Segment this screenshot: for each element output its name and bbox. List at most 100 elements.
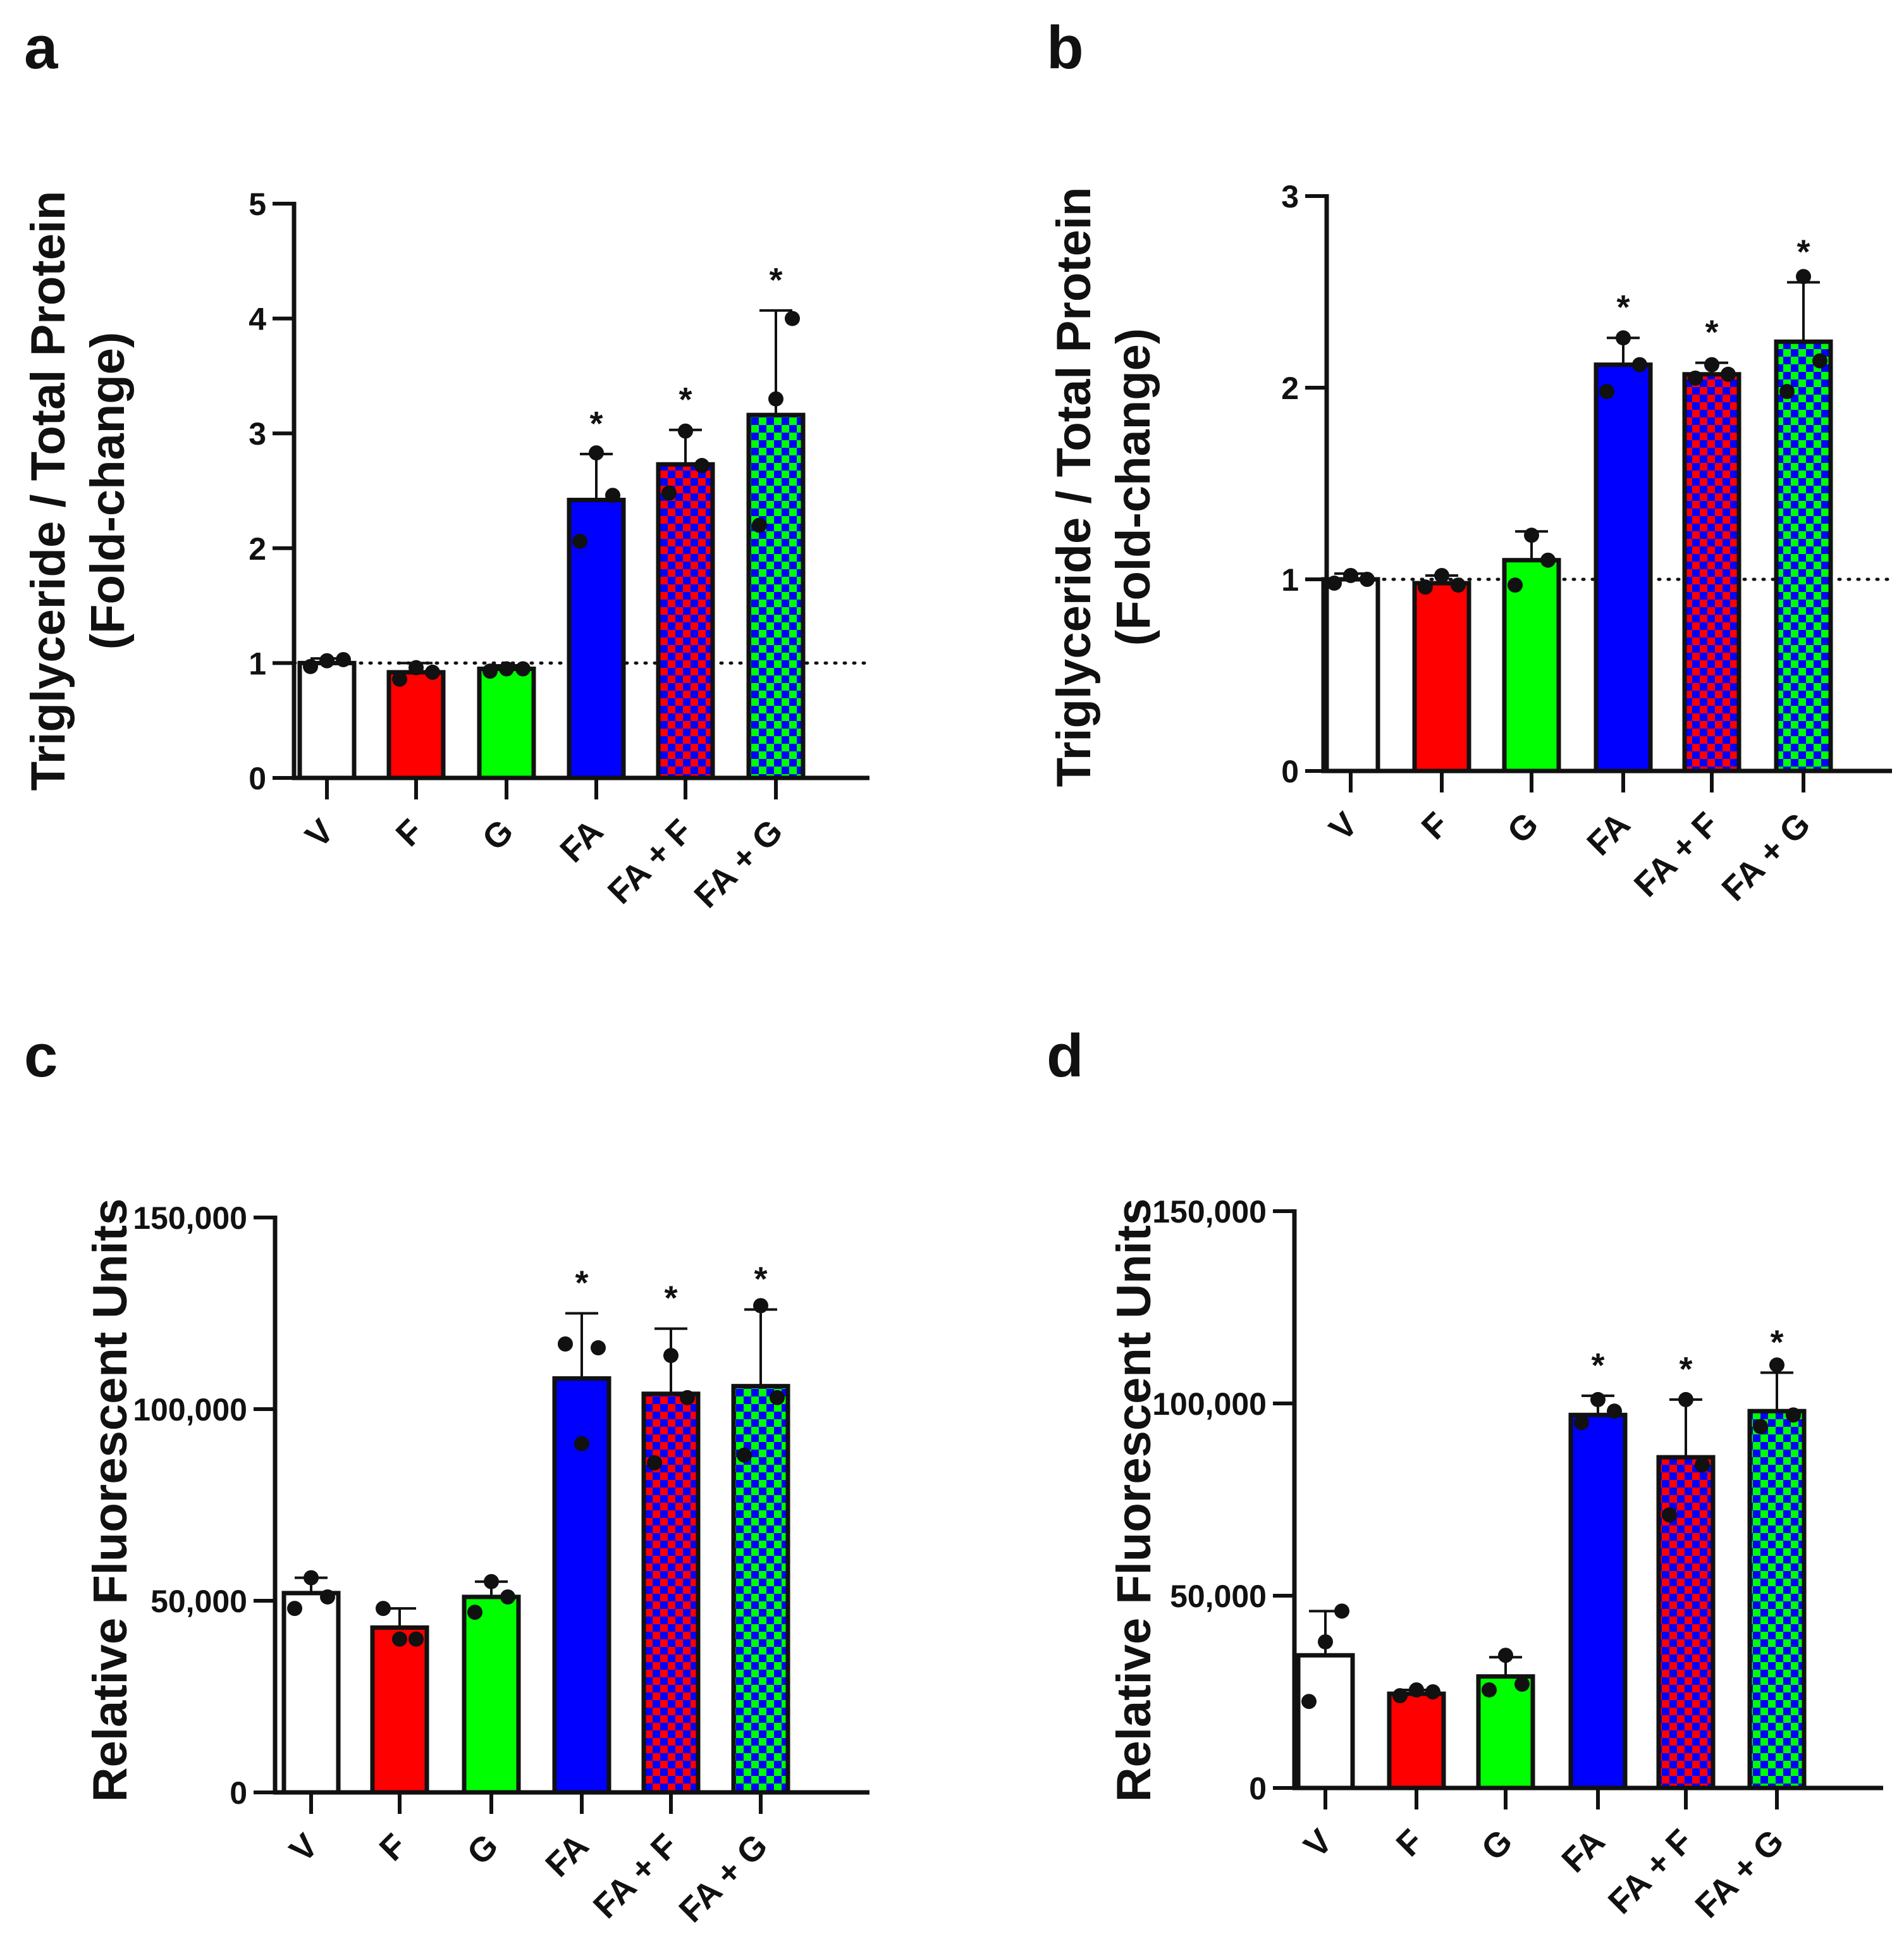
significance-star: *: [1705, 314, 1718, 352]
data-point: [574, 1436, 589, 1452]
data-point: [303, 658, 318, 674]
x-category-label: FA: [553, 812, 610, 870]
data-point: [1607, 1403, 1622, 1419]
y-axis-title-line: (Fold-change): [1107, 328, 1160, 646]
data-point: [1753, 1419, 1768, 1434]
y-tick-label: 2: [249, 531, 266, 567]
bar: [746, 412, 806, 780]
x-category-label: G: [475, 812, 520, 858]
panel-letter: d: [1047, 1022, 1084, 1090]
significance-star: *: [589, 405, 603, 443]
y-axis-title: Relative Fluorescent Units: [1107, 1199, 1161, 1803]
y-tick-label: 0: [1281, 754, 1299, 789]
x-category-label: V: [1297, 1822, 1340, 1865]
data-point: [392, 1631, 407, 1647]
x-category-label: G: [460, 1827, 505, 1872]
data-point: [425, 664, 440, 680]
data-point: [680, 1390, 695, 1405]
data-point: [1688, 370, 1703, 386]
bar: [297, 660, 357, 780]
data-point: [1632, 357, 1647, 373]
data-point: [1425, 1684, 1440, 1699]
x-category-label: F: [389, 812, 431, 854]
data-point: [1392, 1688, 1408, 1704]
x-category-label: FA + F: [1601, 1822, 1700, 1921]
data-point: [591, 1340, 606, 1356]
data-point: [753, 1298, 768, 1314]
x-category-label: FA + F: [1627, 805, 1726, 904]
x-category-label: G: [1500, 805, 1545, 851]
data-point: [1599, 384, 1614, 400]
bar: [477, 666, 536, 780]
y-tick-label: 0: [249, 761, 266, 796]
panel-b: b Triglyceride / Total Protein (Fold-chang…: [1047, 14, 1894, 908]
data-point: [408, 660, 424, 675]
significance-star: *: [679, 381, 692, 419]
y-axis-title: Relative Fluorescent Units: [83, 1199, 137, 1803]
y-axis-title-line: (Fold-change): [81, 332, 135, 650]
x-category-label: FA + G: [687, 812, 790, 915]
data-point: [500, 1589, 515, 1605]
x-category-label: FA: [538, 1827, 596, 1884]
x-category-label: F: [1415, 805, 1456, 847]
bar: [1412, 581, 1471, 774]
data-point: [1498, 1648, 1513, 1663]
data-point: [1616, 330, 1631, 346]
significance-star: *: [1679, 1350, 1692, 1388]
data-point: [319, 653, 335, 669]
data-point: [1482, 1682, 1497, 1698]
bar: [1568, 1412, 1628, 1791]
data-point: [605, 488, 620, 503]
data-point: [737, 1447, 752, 1463]
y-axis-title-line: Relative Fluorescent Units: [83, 1199, 137, 1803]
y-axis-title-line: Triglyceride / Total Protein: [1047, 187, 1101, 787]
data-point: [408, 1631, 424, 1647]
panel-letter: a: [24, 14, 58, 82]
data-point: [484, 1574, 499, 1589]
y-tick-label: 1: [1281, 562, 1299, 598]
x-category-label: V: [298, 812, 341, 855]
data-point: [1574, 1415, 1589, 1431]
data-point: [1524, 527, 1539, 543]
data-point: [1662, 1507, 1677, 1523]
y-axis-title: Triglyceride / Total Protein (Fold-change…: [1047, 187, 1160, 787]
significance-star: *: [1591, 1347, 1604, 1384]
bar: [386, 670, 446, 780]
data-point: [1343, 567, 1358, 583]
data-point: [336, 651, 351, 667]
data-point: [467, 1605, 482, 1620]
bar: [370, 1625, 429, 1795]
x-category-label: FA + G: [1688, 1822, 1791, 1925]
bar: [656, 462, 715, 780]
panel-letter: b: [1047, 14, 1084, 82]
data-point: [482, 663, 498, 679]
data-point: [1779, 384, 1795, 400]
data-point: [515, 661, 531, 677]
data-point: [392, 671, 407, 687]
data-point: [1704, 357, 1719, 373]
data-point: [1434, 567, 1449, 583]
data-point: [694, 458, 709, 474]
bar: [462, 1594, 521, 1795]
significance-star: *: [1770, 1323, 1783, 1361]
y-tick-label: 5: [249, 187, 266, 222]
data-point: [678, 423, 693, 439]
y-tick-label: 4: [249, 302, 266, 337]
data-point: [770, 1390, 785, 1405]
data-point: [320, 1589, 335, 1605]
data-point: [1812, 353, 1827, 369]
x-category-label: FA + F: [601, 812, 700, 911]
data-point: [661, 485, 677, 501]
data-point: [663, 1348, 679, 1364]
data-point: [1540, 552, 1556, 568]
panel-c: c Relative Fluorescent Units * * * 0 50,000 100…: [24, 1022, 869, 1930]
y-tick-label: 50,000: [1170, 1579, 1267, 1614]
panel-letter: c: [24, 1022, 58, 1090]
panel-d: d Relative Fluorescent Units * * * 0 50,000 100…: [1047, 1022, 1883, 1925]
x-category-label: F: [1389, 1822, 1431, 1864]
y-tick-label: 150,000: [133, 1200, 247, 1236]
x-category-label: V: [1322, 805, 1365, 848]
y-tick-label: 0: [1249, 1771, 1267, 1806]
bar: [1682, 372, 1741, 774]
